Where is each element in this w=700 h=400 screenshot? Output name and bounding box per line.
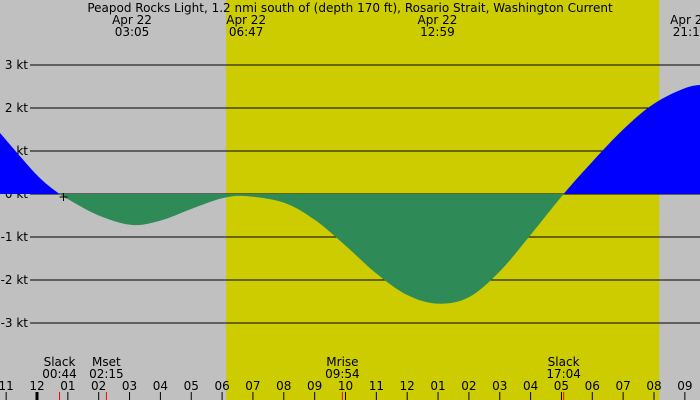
event-time: 00:44 <box>42 367 77 381</box>
flood-current-area <box>0 85 700 194</box>
x-tick-label: 08 <box>276 379 291 393</box>
x-tick-label: 06 <box>214 379 229 393</box>
slack-cross-marker <box>59 193 68 201</box>
peak-time: 21:10 <box>673 25 700 39</box>
x-tick-label: 11 <box>0 379 14 393</box>
x-tick-label: 09 <box>307 379 322 393</box>
x-tick-label: 09 <box>677 379 692 393</box>
x-tick-label: 01 <box>430 379 445 393</box>
x-tick-label: 02 <box>91 379 106 393</box>
x-tick-label: 06 <box>585 379 600 393</box>
x-tick-label: 10 <box>338 379 353 393</box>
y-tick-label: -1 kt <box>1 230 29 244</box>
x-tick-label: 05 <box>554 379 569 393</box>
peak-date: Apr 22 <box>112 13 152 27</box>
x-tick-label: 08 <box>646 379 661 393</box>
event-name: Mset <box>92 355 121 369</box>
event-time: 17:04 <box>546 367 581 381</box>
x-tick-label: 07 <box>245 379 260 393</box>
peak-time: 06:47 <box>229 25 264 39</box>
x-tick-label: 11 <box>369 379 384 393</box>
y-tick-label: 2 kt <box>5 101 28 115</box>
peak-date: Apr 22 <box>670 13 700 27</box>
peak-time: 12:59 <box>420 25 455 39</box>
y-tick-label: -3 kt <box>1 316 29 330</box>
x-tick-label: 12 <box>29 379 44 393</box>
x-tick-label: 04 <box>153 379 168 393</box>
y-tick-label: 3 kt <box>5 58 28 72</box>
peak-date: Apr 22 <box>226 13 266 27</box>
chart-title: Peapod Rocks Light, 1.2 nmi south of (de… <box>87 1 613 15</box>
ebb-current-area <box>0 194 700 304</box>
event-name: Mrise <box>326 355 358 369</box>
peak-time: 03:05 <box>115 25 150 39</box>
cross-icon <box>59 193 68 201</box>
x-tick-label: 02 <box>461 379 476 393</box>
x-tick-label: 07 <box>616 379 631 393</box>
x-axis: 11 12 01 02 03 04 05 06 07 08 09 10 11 12 01 02 03 04 05 06… <box>0 379 692 400</box>
x-tick-label: 12 <box>400 379 415 393</box>
x-tick-label: 05 <box>184 379 199 393</box>
peak-date: Apr 22 <box>418 13 458 27</box>
x-tick-label: 03 <box>492 379 507 393</box>
x-tick-label: 03 <box>122 379 137 393</box>
y-tick-label: -2 kt <box>1 273 29 287</box>
event-name: Slack <box>44 355 76 369</box>
event-time: 02:15 <box>89 367 124 381</box>
x-tick-label: 04 <box>523 379 538 393</box>
event-name: Slack <box>548 355 580 369</box>
x-tick-label: 01 <box>60 379 75 393</box>
event-time: 09:54 <box>325 367 360 381</box>
